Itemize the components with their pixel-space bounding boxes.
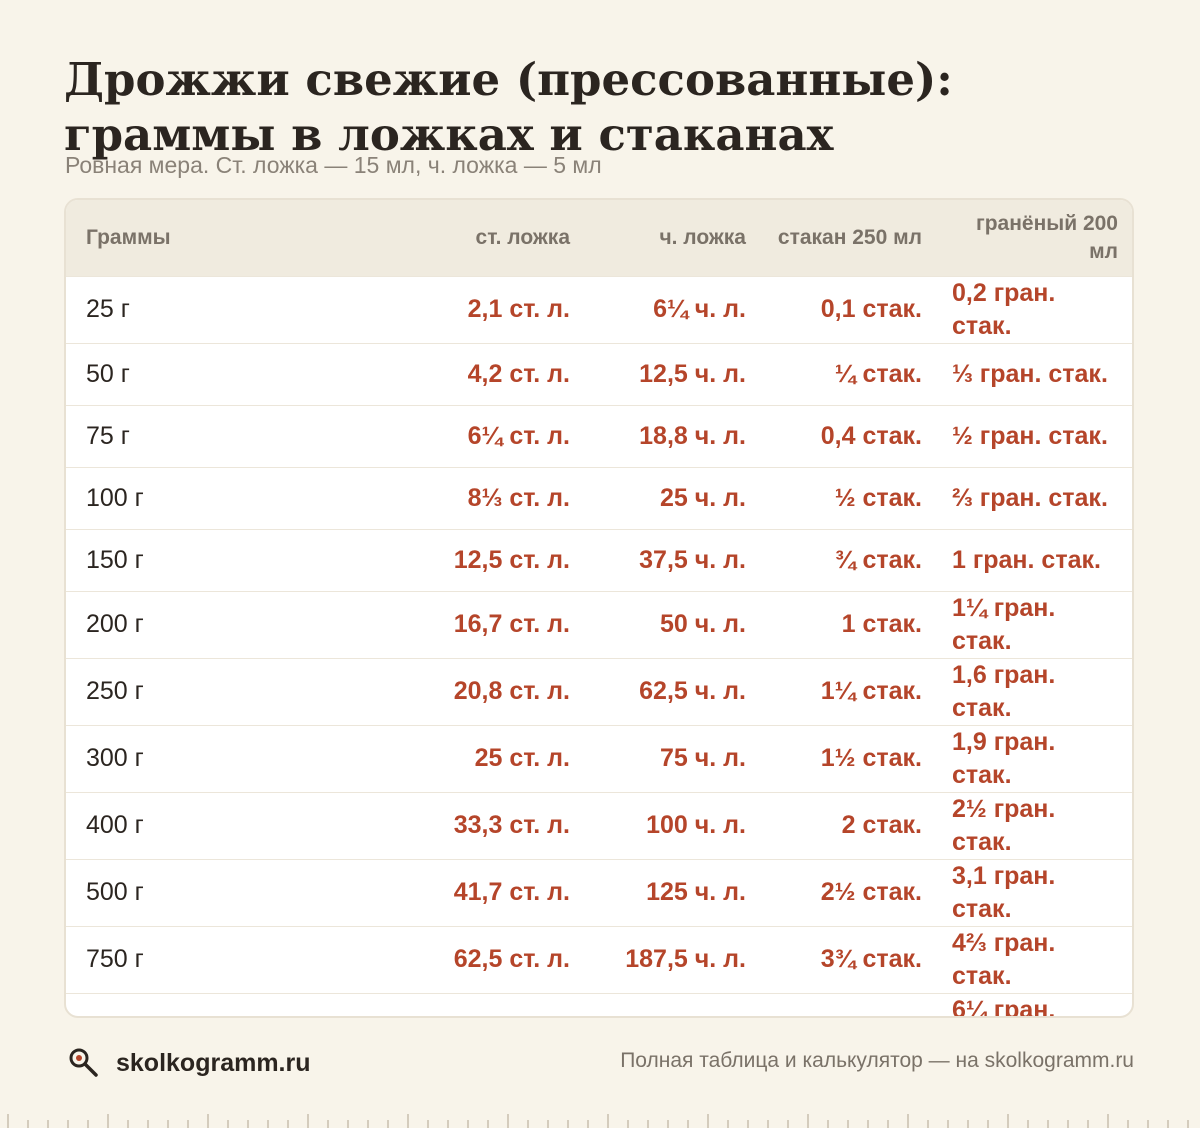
cell-teaspoon: 37,5 ч. л. xyxy=(639,545,746,574)
cell-tablespoon: 83,3 ст. л. xyxy=(286,993,588,1016)
cell-faceted-glass-200: 1,9 гран. стак. xyxy=(952,727,1056,789)
column-header-teaspoon: ч. ложка xyxy=(659,225,746,249)
cell-faceted-glass-200: ½ гран. стак. xyxy=(952,421,1108,450)
cell-glass-250: 1 стак. xyxy=(841,610,922,638)
cell-faceted-glass-200: 6¼ гран. стак. xyxy=(952,995,1056,1018)
cell-teaspoon: 187,5 ч. л. xyxy=(625,945,746,973)
cell-grams: 300 г xyxy=(86,744,144,772)
footer-note: Полная таблица и калькулятор — на skolko… xyxy=(620,1049,1134,1072)
cell-glass-250: 1½ стак. xyxy=(820,744,922,772)
cell-glass-250: ¼ стак. xyxy=(834,359,922,388)
cell-grams: 50 г xyxy=(86,359,130,388)
cell-teaspoon: 6¼ ч. л. xyxy=(653,295,746,323)
cell-teaspoon: 125 ч. л. xyxy=(646,878,746,906)
cell-glass-250: 1¼ стак. xyxy=(820,677,922,705)
cell-tablespoon: 12,5 ст. л. xyxy=(453,545,570,574)
table-row: 50 г 4,2 ст. л. 12,5 ч. л. ¼ стак. ⅓ гран. с… xyxy=(66,343,1132,405)
cell-tablespoon: 4,2 ст. л. xyxy=(467,359,570,388)
magnifier-icon xyxy=(69,1048,98,1077)
cell-grams: 1000 г xyxy=(66,993,286,1016)
column-header-grams: Граммы xyxy=(86,225,171,249)
cell-faceted-glass-200: 0,2 гран. стак. xyxy=(952,278,1056,340)
table-row: 300 г 25 ст. л. 75 ч. л. 1½ стак. 1,9 гран. … xyxy=(66,725,1132,792)
table-row: 200 г 16,7 ст. л. 50 ч. л. 1 стак. 1¼ гран. … xyxy=(66,591,1132,658)
table-row: 100 г 8⅓ ст. л. 25 ч. л. ½ стак. ⅔ гран. ста… xyxy=(66,467,1132,529)
cell-glass-250: ½ стак. xyxy=(834,483,922,512)
cell-tablespoon: 16,7 ст. л. xyxy=(453,610,570,638)
cell-tablespoon: 25 ст. л. xyxy=(474,744,570,772)
table-row: 25 г 2,1 ст. л. 6¼ ч. л. 0,1 стак. 0,2 гран.… xyxy=(66,276,1132,343)
column-header-tablespoon: ст. ложка xyxy=(475,225,570,249)
cell-faceted-glass-200: 1,6 гран. стак. xyxy=(952,660,1056,722)
cell-glass-250: ¾ стак. xyxy=(834,545,922,574)
cell-tablespoon: 8⅓ ст. л. xyxy=(467,483,570,512)
cell-teaspoon: 12,5 ч. л. xyxy=(639,359,746,388)
cell-glass-250: 3¾ стак. xyxy=(820,945,922,973)
column-header-faceted-glass-200: гранёный 200 мл xyxy=(975,211,1118,263)
cell-teaspoon: 100 ч. л. xyxy=(646,811,746,839)
cell-teaspoon: 50 ч. л. xyxy=(660,610,746,638)
cell-grams: 500 г xyxy=(86,878,144,906)
cell-teaspoon: 18,8 ч. л. xyxy=(639,421,746,450)
cell-glass-250: 5 стак. xyxy=(764,993,940,1016)
cell-grams: 150 г xyxy=(86,545,144,574)
cell-grams: 200 г xyxy=(86,610,144,638)
cell-glass-250: 2 стак. xyxy=(841,811,922,839)
page-title: Дрожжи свежие (прессованные): граммы в л… xyxy=(64,53,953,161)
cell-tablespoon: 2,1 ст. л. xyxy=(467,295,570,323)
table-row: 250 г 20,8 ст. л. 62,5 ч. л. 1¼ стак. 1,6 гр… xyxy=(66,658,1132,725)
table-body: 25 г 2,1 ст. л. 6¼ ч. л. 0,1 стак. 0,2 гран.… xyxy=(66,276,1132,1018)
table-row: 1000 г83,3 ст. л.250 ч. л.5 стак. 6¼ гран… xyxy=(66,993,1132,1018)
ruler-decoration xyxy=(7,1114,1189,1128)
cell-faceted-glass-200: ⅔ гран. стак. xyxy=(952,483,1108,512)
cell-tablespoon: 6¼ ст. л. xyxy=(467,421,570,450)
brand-name: skolkogramm.ru xyxy=(116,1048,311,1077)
table-row: 750 г 62,5 ст. л. 187,5 ч. л. 3¾ стак. 4⅔ гр… xyxy=(66,926,1132,993)
column-header-glass-250: стакан 250 мл xyxy=(777,225,922,249)
cell-teaspoon: 25 ч. л. xyxy=(660,483,746,512)
cell-faceted-glass-200: 4⅔ гран. стак. xyxy=(952,928,1056,990)
footer-brand[interactable]: skolkogramm.ru xyxy=(66,1045,311,1081)
table-row: 500 г 41,7 ст. л. 125 ч. л. 2½ стак. 3,1 гра… xyxy=(66,859,1132,926)
conversion-table: Граммы ст. ложка ч. ложка стакан 250 мл … xyxy=(66,200,1132,1018)
cell-teaspoon: 75 ч. л. xyxy=(660,744,746,772)
cell-faceted-glass-200: 2½ гран. стак. xyxy=(952,794,1056,856)
cell-tablespoon: 20,8 ст. л. xyxy=(453,677,570,705)
conversion-table-card: Граммы ст. ложка ч. ложка стакан 250 мл … xyxy=(64,198,1134,1018)
cell-tablespoon: 62,5 ст. л. xyxy=(453,945,570,973)
table-header-row: Граммы ст. ложка ч. ложка стакан 250 мл … xyxy=(66,200,1132,276)
cell-faceted-glass-200: 3,1 гран. стак. xyxy=(952,861,1056,923)
cell-glass-250: 0,4 стак. xyxy=(820,421,922,450)
cell-grams: 75 г xyxy=(86,421,130,450)
cell-glass-250: 0,1 стак. xyxy=(820,295,922,323)
cell-teaspoon: 62,5 ч. л. xyxy=(639,677,746,705)
cell-grams: 400 г xyxy=(86,811,144,839)
cell-tablespoon: 41,7 ст. л. xyxy=(453,878,570,906)
cell-teaspoon: 250 ч. л. xyxy=(588,993,764,1016)
cell-faceted-glass-200: 1 гран. стак. xyxy=(952,545,1101,574)
page-subtitle: Ровная мера. Ст. ложка — 15 мл, ч. ложка… xyxy=(65,152,602,178)
cell-grams: 25 г xyxy=(86,295,130,323)
cell-tablespoon: 33,3 ст. л. xyxy=(453,811,570,839)
table-row: 400 г 33,3 ст. л. 100 ч. л. 2 стак. 2½ гран.… xyxy=(66,792,1132,859)
cell-glass-250: 2½ стак. xyxy=(820,878,922,906)
table-row: 75 г 6¼ ст. л. 18,8 ч. л. 0,4 стак. ½ гран. … xyxy=(66,405,1132,467)
table-row: 150 г 12,5 ст. л. 37,5 ч. л. ¾ стак. 1 гран.… xyxy=(66,529,1132,591)
cell-grams: 750 г xyxy=(86,945,144,973)
cell-grams: 100 г xyxy=(86,483,144,512)
cell-faceted-glass-200: 1¼ гран. стак. xyxy=(952,593,1056,655)
cell-faceted-glass-200: ⅓ гран. стак. xyxy=(952,359,1108,388)
cell-grams: 250 г xyxy=(86,677,144,705)
